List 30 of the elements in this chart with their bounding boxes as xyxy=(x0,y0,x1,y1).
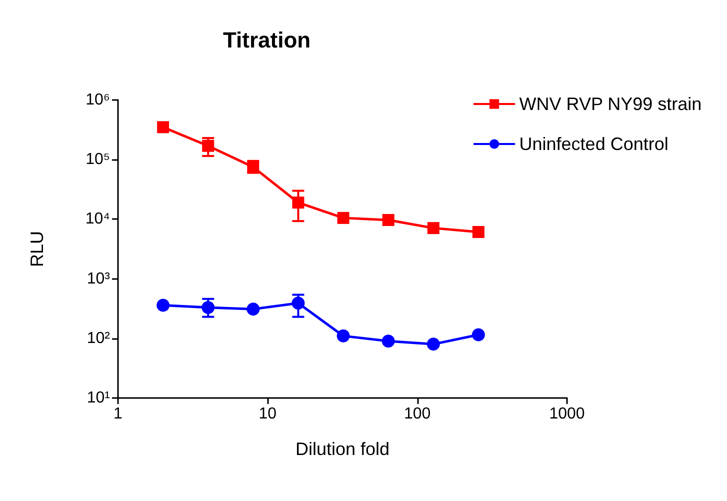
point xyxy=(382,214,394,226)
y-tick-label: 10³ xyxy=(86,270,111,288)
y-tick-label: 10⁴ xyxy=(85,210,110,228)
y-tick-label: 10¹ xyxy=(86,390,110,406)
x-tick-label: 1000 xyxy=(549,406,585,422)
point xyxy=(382,334,395,348)
y-tick-label: 10⁵ xyxy=(86,151,110,168)
x-tick-label: 10 xyxy=(258,406,277,422)
point xyxy=(246,302,260,316)
point xyxy=(337,212,350,224)
y-tick-label: 10² xyxy=(86,330,111,347)
point xyxy=(472,226,484,238)
y-tick-label: 10⁶ xyxy=(86,92,110,108)
point xyxy=(202,140,214,152)
legend-label: Uninfected Control xyxy=(519,134,668,154)
point xyxy=(292,296,305,310)
point xyxy=(292,196,304,209)
point xyxy=(157,121,170,134)
legend-label: WNV RVP NY99 strain xyxy=(519,94,702,114)
point xyxy=(426,338,440,351)
point xyxy=(427,222,440,234)
point xyxy=(472,328,485,342)
x-tick-label: 100 xyxy=(404,406,431,422)
point xyxy=(202,301,215,314)
point xyxy=(156,298,170,312)
chart-title: Titration xyxy=(223,28,311,52)
x-tick-label: 1 xyxy=(114,406,123,422)
point xyxy=(336,329,350,342)
y-axis-title: RLU xyxy=(27,230,47,268)
x-axis-title: Dilution fold xyxy=(295,439,390,459)
